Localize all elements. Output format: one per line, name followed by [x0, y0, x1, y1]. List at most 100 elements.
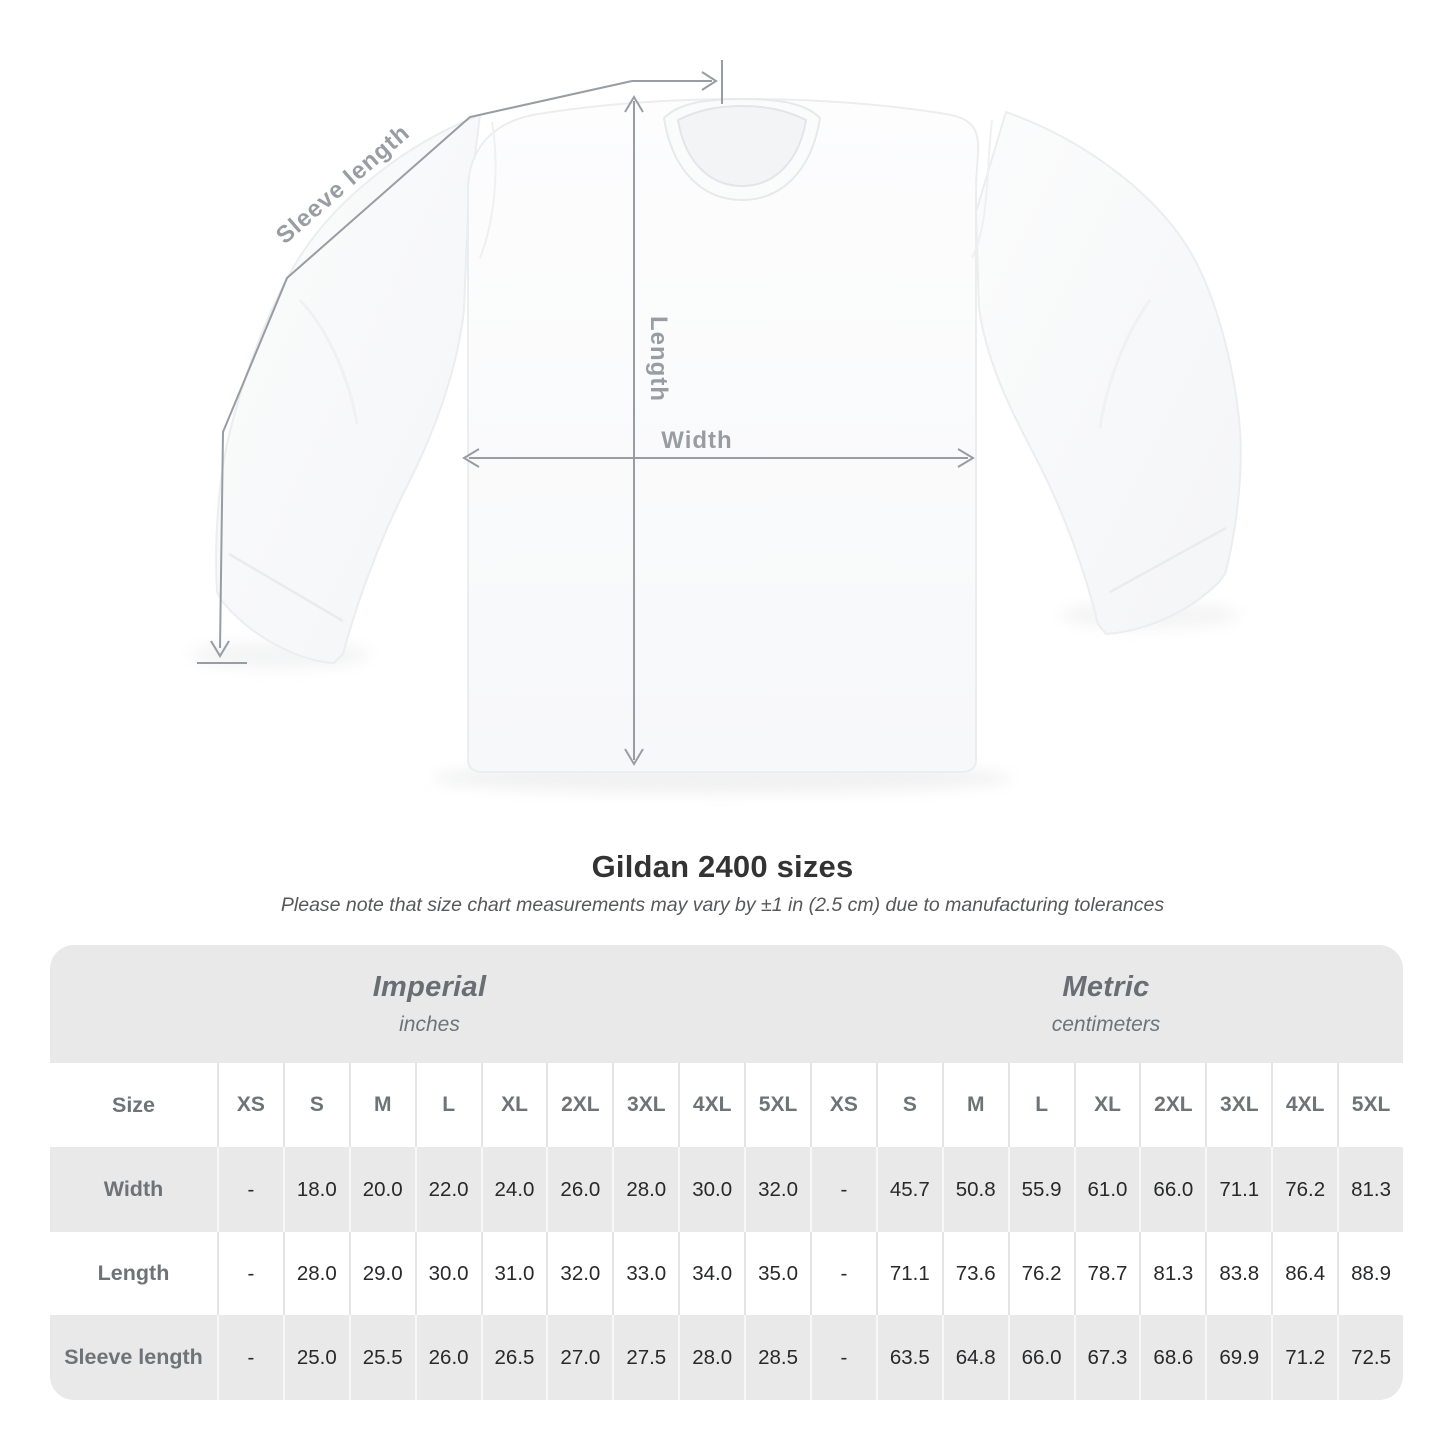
- size-header-cell: M: [348, 1063, 415, 1147]
- table-cell: 27.0: [546, 1315, 612, 1400]
- table-cell: 22.0: [414, 1147, 481, 1232]
- table-cell: 61.0: [1073, 1147, 1140, 1232]
- table-cell: 28.0: [282, 1232, 349, 1315]
- size-header-cell: L: [414, 1063, 481, 1147]
- row-label: Sleeve length: [64, 1345, 203, 1369]
- table-cell: 26.5: [480, 1315, 547, 1400]
- table-cell: 18.0: [282, 1147, 349, 1232]
- table-cell: 67.3: [1073, 1315, 1140, 1400]
- table-cell: 45.7: [875, 1147, 942, 1232]
- size-header-cell: L: [1007, 1063, 1074, 1147]
- shirt-collar-inner: [676, 104, 808, 188]
- right-cuff-seam: [1109, 526, 1227, 594]
- size-header-cell: 3XL: [1205, 1063, 1271, 1147]
- table-cell: 76.2: [1271, 1147, 1337, 1232]
- size-header-cell: XL: [480, 1063, 547, 1147]
- size-header-cell: 3XL: [612, 1063, 678, 1147]
- length-label: Length: [645, 316, 672, 402]
- table-cell: 66.0: [1007, 1315, 1074, 1400]
- table-cell: 28.5: [744, 1315, 810, 1400]
- table-cell: 64.8: [941, 1315, 1008, 1400]
- table-cell: 73.6: [941, 1232, 1008, 1315]
- left-sleeve-crease: [298, 298, 359, 425]
- table-cell: 30.0: [678, 1147, 744, 1232]
- size-header-cell: 2XL: [1139, 1063, 1205, 1147]
- imperial-section-header: Imperial inches: [50, 945, 809, 1063]
- shirt-right-sleeve: [974, 110, 1242, 636]
- size-header-row: Size XS S M L XL 2XL 3XL 4XL 5XL XS S M L XL 2XL 3XL 4XL 5…: [50, 1063, 1403, 1147]
- table-cell: -: [809, 1147, 876, 1232]
- size-header-cell: S: [282, 1063, 349, 1147]
- table-cell: 71.2: [1271, 1315, 1337, 1400]
- measurement-row-length: Length -28.0 29.0 30.0 31.0 32.0 33.0 34.0 35.0-…: [50, 1232, 1403, 1315]
- imperial-unit: inches: [399, 1013, 460, 1036]
- table-cell: 83.8: [1205, 1232, 1271, 1315]
- table-cell: 28.0: [612, 1147, 678, 1232]
- table-cell: -: [809, 1315, 876, 1400]
- sleeve-length-arrow: [197, 60, 723, 664]
- size-header-cell: 2XL: [546, 1063, 612, 1147]
- width-arrow: [462, 448, 975, 468]
- table-cell: 26.0: [546, 1147, 612, 1232]
- table-cell: 88.9: [1337, 1232, 1403, 1315]
- size-header-cell: 4XL: [1271, 1063, 1337, 1147]
- right-shoulder-seam: [971, 119, 993, 259]
- table-cell: 63.5: [875, 1315, 942, 1400]
- imperial-title: Imperial: [372, 971, 487, 1003]
- table-cell: 24.0: [480, 1147, 547, 1232]
- metric-section-header: Metric centimeters: [809, 945, 1403, 1063]
- table-cell: 30.0: [414, 1232, 481, 1315]
- table-cell: 29.0: [348, 1232, 415, 1315]
- size-header-cell: 4XL: [678, 1063, 744, 1147]
- page-title: Gildan 2400 sizes: [591, 849, 854, 884]
- width-label: Width: [661, 427, 732, 454]
- table-cell: 25.5: [348, 1315, 415, 1400]
- table-cell: 81.3: [1337, 1147, 1403, 1232]
- table-cell: 34.0: [678, 1232, 744, 1315]
- table-cell: 35.0: [744, 1232, 810, 1315]
- row-label: Length: [97, 1261, 170, 1285]
- table-cell: 55.9: [1007, 1147, 1074, 1232]
- table-cell: 25.0: [282, 1315, 349, 1400]
- table-cell: 32.0: [546, 1232, 612, 1315]
- size-header-cell: XS: [809, 1063, 876, 1147]
- table-cell: 66.0: [1139, 1147, 1205, 1232]
- table-cell: 28.0: [678, 1315, 744, 1400]
- left-cuff-seam: [228, 552, 344, 623]
- size-column-header: Size: [111, 1092, 156, 1117]
- table-cell: 50.8: [941, 1147, 1008, 1232]
- shirt-measurement-diagram: Sleeve length Length Width: [190, 60, 1242, 794]
- size-table-grid: Size XS S M L XL 2XL 3XL 4XL 5XL XS S M L XL 2XL 3XL 4XL 5…: [50, 1063, 1403, 1400]
- table-cell: 27.5: [612, 1315, 678, 1400]
- size-header-cell: 5XL: [1337, 1063, 1403, 1147]
- left-shoulder-seam: [479, 121, 497, 259]
- length-arrow: [624, 95, 644, 766]
- units-header-band: Imperial inches Metric centimeters: [50, 945, 1403, 1063]
- right-sleeve-crease: [1098, 299, 1152, 429]
- table-cell: 20.0: [348, 1147, 415, 1232]
- page-subtitle: Please note that size chart measurements…: [280, 894, 1165, 916]
- measurement-row-width: Width -18.0 20.0 22.0 24.0 26.0 28.0 30.0 32.0-4…: [50, 1147, 1403, 1232]
- table-cell: -: [809, 1232, 876, 1315]
- table-cell: -: [217, 1147, 283, 1232]
- table-cell: 69.9: [1205, 1315, 1271, 1400]
- shirt-body: [467, 97, 980, 773]
- size-header-cell: XS: [217, 1063, 283, 1147]
- table-cell: 81.3: [1139, 1232, 1205, 1315]
- metric-title: Metric: [1062, 971, 1150, 1003]
- table-cell: 32.0: [744, 1147, 810, 1232]
- metric-unit: centimeters: [1051, 1013, 1161, 1036]
- size-header-cell: XL: [1073, 1063, 1140, 1147]
- row-label: Width: [103, 1177, 164, 1201]
- table-cell: 68.6: [1139, 1315, 1205, 1400]
- size-header-cell: 5XL: [744, 1063, 810, 1147]
- table-cell: 72.5: [1337, 1315, 1403, 1400]
- table-cell: -: [217, 1315, 283, 1400]
- size-header-cell: M: [941, 1063, 1008, 1147]
- shirt-illustration: Sleeve length Length Width: [190, 60, 1242, 794]
- table-cell: 78.7: [1073, 1232, 1140, 1315]
- table-cell: 86.4: [1271, 1232, 1337, 1315]
- table-cell: 76.2: [1007, 1232, 1074, 1315]
- table-cell: 31.0: [480, 1232, 547, 1315]
- table-cell: -: [217, 1232, 283, 1315]
